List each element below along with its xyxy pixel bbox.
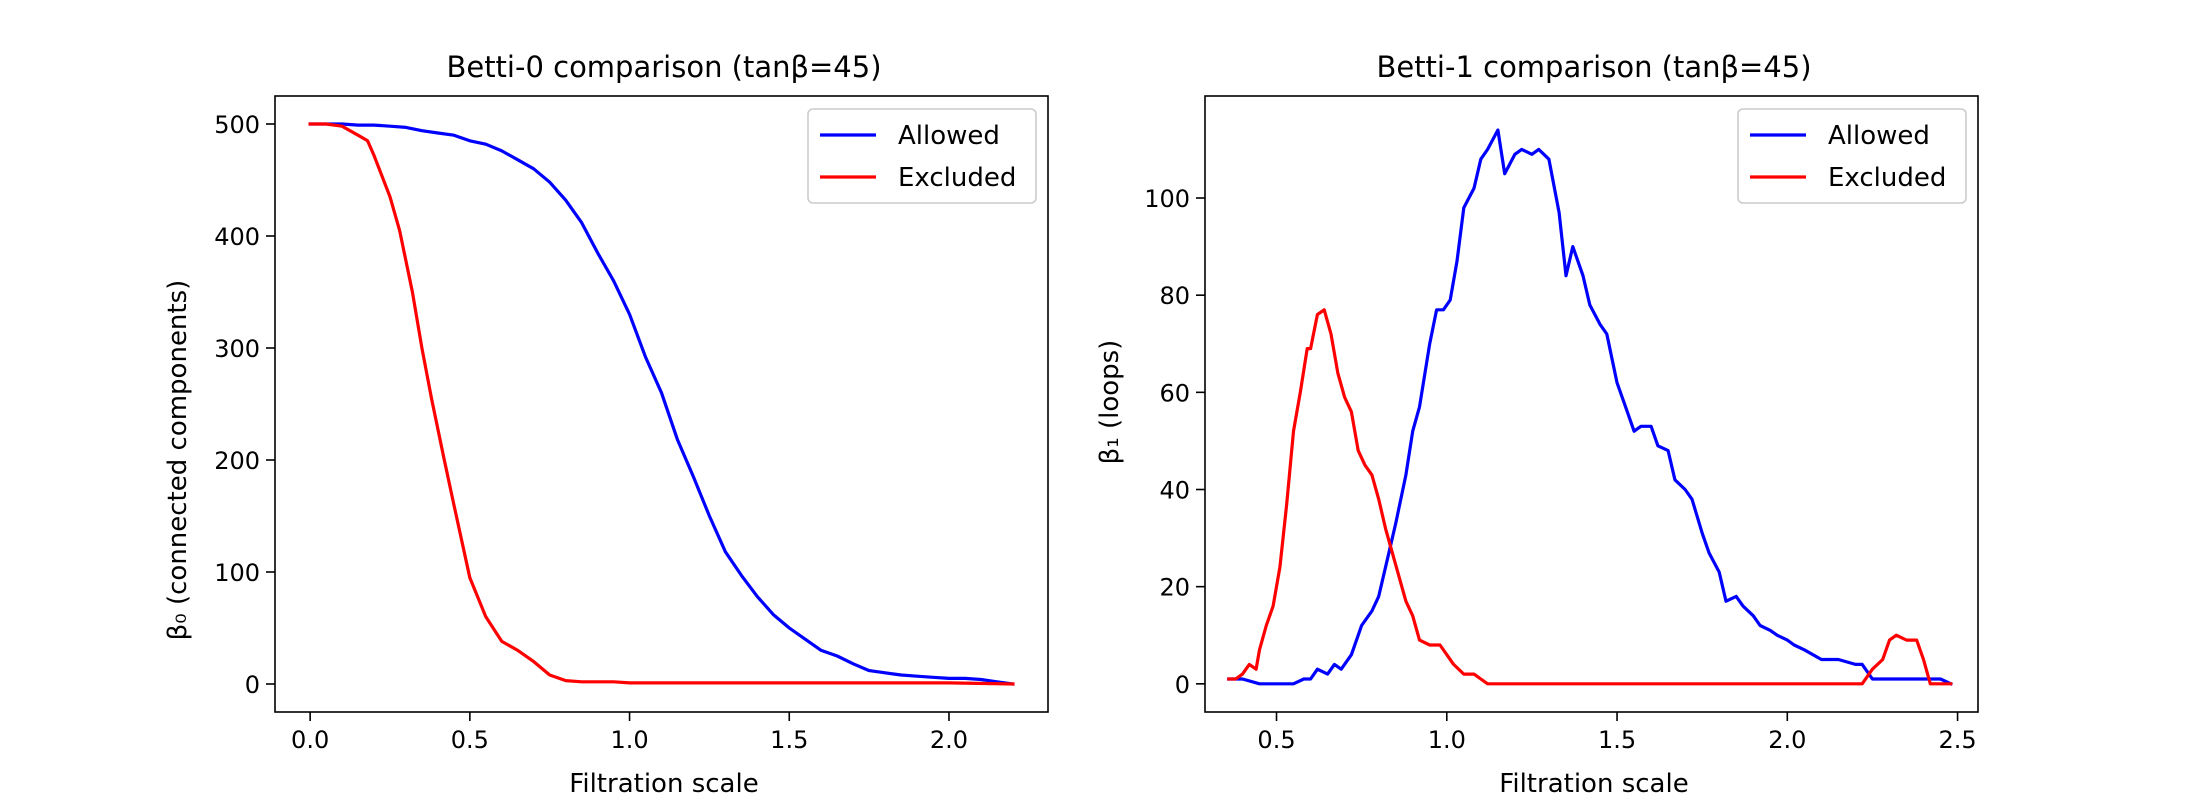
betti0-legend-label-excluded: Excluded: [898, 163, 1016, 193]
betti0-x-tick-label: 0.0: [291, 726, 329, 754]
betti1-y-tick-label: 20: [1159, 574, 1190, 602]
betti0-legend-label-allowed: Allowed: [898, 121, 1000, 151]
betti1-y-tick-label: 80: [1159, 282, 1190, 310]
betti1-legend-label-allowed: Allowed: [1828, 121, 1930, 151]
betti0-x-tick-label: 0.5: [451, 726, 489, 754]
betti1-series-layer: [1227, 128, 1953, 686]
betti0-y-tick-label: 400: [214, 223, 260, 251]
betti0-y-tick-label: 300: [214, 335, 260, 363]
betti1-legend-box: [1737, 108, 1967, 204]
betti1-x-axis-label: Filtration scale: [1499, 769, 1688, 799]
betti0-series-line-excluded: [308, 122, 1015, 686]
betti0-series-line-allowed: [308, 122, 1015, 686]
betti0-x-ticks: 0.0 0.5 1.0 1.5 2.0: [291, 712, 968, 754]
betti1-legend-label-excluded: Excluded: [1828, 163, 1946, 193]
betti1-y-tick-label: 40: [1159, 477, 1190, 505]
betti1-x-tick-label: 1.5: [1598, 726, 1636, 754]
betti0-y-axis-label: β₀ (connected components): [163, 280, 193, 641]
betti1-chart: Betti-1 comparison (tanβ=45) 0.5 1.0 1.5 2.…: [1095, 50, 1979, 799]
betti1-x-tick-label: 2.0: [1768, 726, 1806, 754]
betti0-series-layer: [308, 122, 1015, 686]
betti1-y-tick-label: 100: [1144, 185, 1190, 213]
betti1-y-tick-label: 0: [1175, 671, 1190, 699]
betti1-y-ticks: 0 20 40 60 80 100: [1144, 185, 1205, 699]
betti1-x-ticks: 0.5 1.0 1.5 2.0 2.5: [1257, 712, 1977, 754]
betti0-y-tick-label: 200: [214, 447, 260, 475]
betti1-chart-title: Betti-1 comparison (tanβ=45): [1376, 50, 1811, 84]
betti1-x-tick-label: 1.0: [1428, 726, 1466, 754]
betti0-y-tick-label: 100: [214, 559, 260, 587]
betti0-chart: Betti-0 comparison (tanβ=45) 0.0 0.5 1.0 1.…: [163, 50, 1049, 799]
betti0-y-tick-label: 500: [214, 111, 260, 139]
betti0-chart-title: Betti-0 comparison (tanβ=45): [446, 50, 881, 84]
betti1-x-tick-label: 0.5: [1257, 726, 1295, 754]
betti0-x-tick-label: 1.0: [610, 726, 648, 754]
betti0-legend-box: [807, 108, 1037, 204]
betti1-y-tick-label: 60: [1159, 379, 1190, 407]
betti1-series-line-allowed: [1227, 128, 1953, 686]
betti0-x-tick-label: 2.0: [930, 726, 968, 754]
betti1-y-axis-label: β₁ (loops): [1095, 340, 1125, 465]
betti0-x-tick-label: 1.5: [770, 726, 808, 754]
betti0-legend: Allowed Excluded: [807, 108, 1037, 204]
betti1-series-line-excluded: [1227, 308, 1953, 686]
betti0-y-ticks: 0 100 200 300 400 500: [214, 111, 275, 699]
betti0-axes-frame: [274, 95, 1049, 713]
betti1-legend: Allowed Excluded: [1737, 108, 1967, 204]
betti0-y-tick-label: 0: [245, 671, 260, 699]
betti0-x-axis-label: Filtration scale: [569, 769, 758, 799]
betti1-axes-frame: [1204, 95, 1979, 713]
betti1-x-tick-label: 2.5: [1938, 726, 1976, 754]
